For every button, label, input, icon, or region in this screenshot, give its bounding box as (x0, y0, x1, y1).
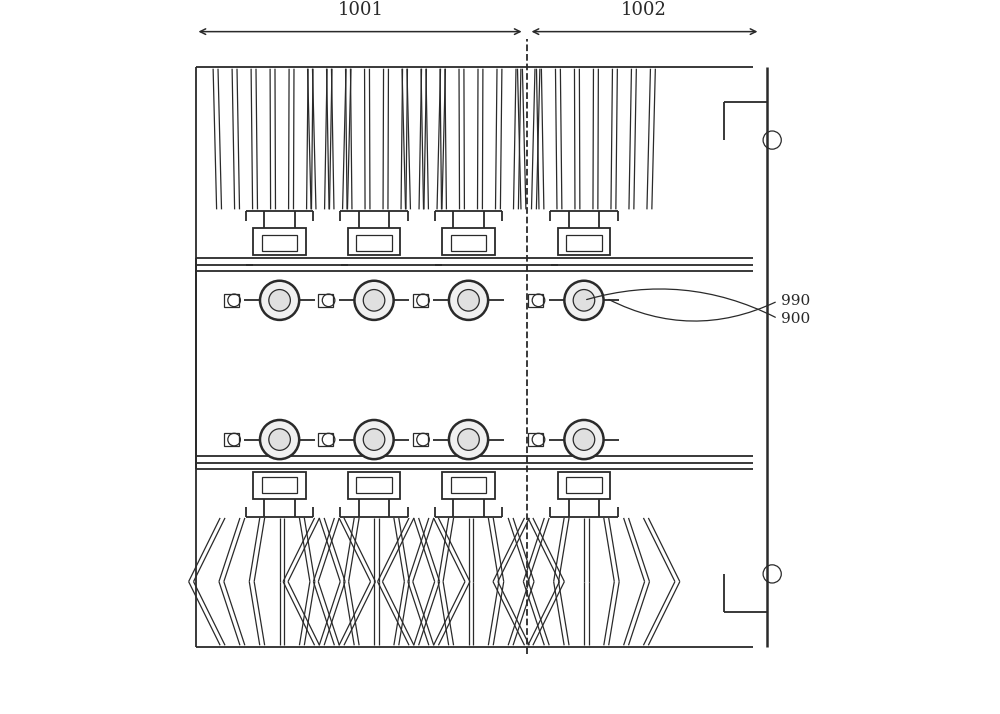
Text: 1001: 1001 (338, 1, 384, 19)
Bar (262, 477, 297, 493)
Bar (253, 228, 306, 255)
Circle shape (573, 290, 595, 311)
Circle shape (573, 429, 595, 451)
Bar (224, 294, 239, 306)
Bar (262, 234, 297, 251)
Bar (451, 234, 486, 251)
Bar (528, 433, 543, 446)
Circle shape (260, 420, 299, 459)
Circle shape (363, 290, 385, 311)
Bar (253, 473, 306, 499)
Bar (348, 228, 400, 255)
Bar (442, 228, 495, 255)
Bar (451, 477, 486, 493)
Text: 990: 990 (781, 294, 811, 308)
Bar (356, 234, 392, 251)
Circle shape (449, 420, 488, 459)
Circle shape (269, 429, 290, 451)
Bar (566, 477, 602, 493)
Circle shape (564, 420, 604, 459)
Bar (224, 433, 239, 446)
Bar (413, 294, 428, 306)
Bar (413, 433, 428, 446)
Bar (356, 477, 392, 493)
Bar (318, 294, 333, 306)
Bar (318, 433, 333, 446)
Bar (442, 473, 495, 499)
Circle shape (269, 290, 290, 311)
Circle shape (458, 290, 479, 311)
Bar (558, 228, 610, 255)
Text: 900: 900 (781, 311, 811, 326)
Text: 1002: 1002 (621, 1, 666, 19)
Circle shape (449, 281, 488, 320)
Bar (348, 473, 400, 499)
Circle shape (564, 281, 604, 320)
Bar (566, 234, 602, 251)
Bar (528, 294, 543, 306)
Circle shape (458, 429, 479, 451)
Circle shape (260, 281, 299, 320)
Circle shape (354, 420, 394, 459)
Circle shape (354, 281, 394, 320)
Bar (558, 473, 610, 499)
Circle shape (363, 429, 385, 451)
